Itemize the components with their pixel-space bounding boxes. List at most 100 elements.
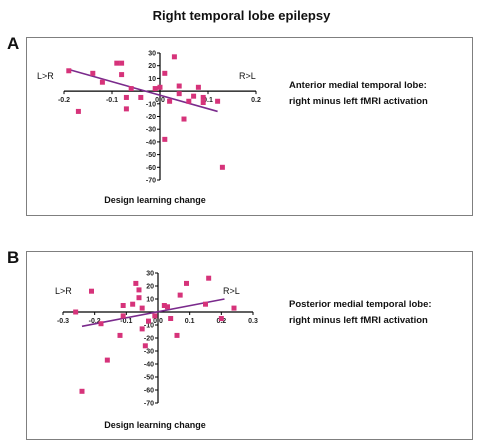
panel-a-data-point bbox=[176, 83, 182, 89]
panel-a-data-point bbox=[162, 70, 168, 76]
panel-b-x-tick-label: -0.1 bbox=[120, 318, 132, 325]
panel-b-data-point bbox=[136, 295, 142, 301]
panel-a-y-tick-label: 10 bbox=[148, 76, 156, 83]
panel-a-y-tick-label: -20 bbox=[146, 114, 156, 121]
panel-a-data-point bbox=[200, 94, 206, 100]
panel-b-points bbox=[73, 275, 237, 394]
panel-b-data-point bbox=[139, 326, 145, 332]
panel-a-data-point bbox=[215, 98, 221, 104]
panel-b-fit bbox=[81, 298, 225, 328]
panel-a-y-tick-label: -40 bbox=[146, 139, 156, 146]
panel-a-y-tick-label: 20 bbox=[148, 63, 156, 70]
panel-a-letter: A bbox=[7, 34, 20, 53]
panel-a-data-point bbox=[128, 86, 134, 92]
panel-a-data-point bbox=[119, 60, 125, 66]
panel-a-data-point bbox=[152, 86, 158, 92]
panel-b-letter: B bbox=[7, 248, 20, 267]
panel-b-data-point bbox=[133, 280, 139, 286]
panel-b-y-tick-label: 10 bbox=[146, 297, 154, 304]
panel-a-y-tick-label: -10 bbox=[146, 101, 156, 108]
figure-title: Right temporal lobe epilepsy bbox=[152, 8, 331, 23]
panel-b-data-point bbox=[168, 316, 174, 321]
panel-a-data-point bbox=[119, 72, 125, 78]
panel-a-data-point bbox=[123, 94, 129, 100]
panel-a-x-tick-label: 0.0 bbox=[155, 97, 165, 104]
panel-b-data-point bbox=[120, 303, 126, 308]
panel-a-data-point bbox=[171, 54, 177, 60]
panel-a-scatter-chart: -0.2 -0.1 0.0 0.1 0.2 30 20 10 -10 -20 -30 -40 -50 -6… bbox=[37, 51, 428, 206]
panel-b-data-point bbox=[152, 313, 158, 319]
panel-b-data-point bbox=[120, 313, 126, 319]
panel-b-y-tick-label: -70 bbox=[144, 401, 154, 408]
panel-a-left-label: L>R bbox=[37, 71, 54, 81]
panel-a-data-point bbox=[99, 79, 105, 85]
panel-b-y-tick-label: 30 bbox=[146, 271, 154, 278]
panel-b-x-tick-label: 0.0 bbox=[153, 318, 163, 325]
panel-a-data-point bbox=[66, 68, 72, 74]
panel-a-data-point bbox=[123, 106, 129, 112]
panel-a-x-tick-label: 0.1 bbox=[203, 97, 213, 104]
panel-b-y-tick-label: -40 bbox=[144, 362, 154, 369]
panel-b-data-point bbox=[161, 303, 167, 308]
panel-b-x-tick-label: 0.2 bbox=[216, 318, 226, 325]
panel-b-data-point bbox=[206, 275, 212, 281]
panel-a-data-point bbox=[114, 60, 120, 66]
panel-a-y-tick-label: -60 bbox=[146, 165, 156, 172]
panel-a-data-point bbox=[75, 108, 81, 114]
panel-a-x-tick-label: -0.1 bbox=[106, 97, 118, 104]
panel-a-data-point bbox=[162, 136, 168, 142]
panel-b-data-point bbox=[231, 305, 237, 311]
panel-a-data-point bbox=[181, 116, 187, 122]
panel-a-data-point bbox=[157, 84, 163, 90]
panel-a-data-point bbox=[186, 98, 192, 104]
panel-a-fit bbox=[68, 68, 218, 113]
panel-a-x-axis-title: Design learning change bbox=[104, 195, 206, 205]
panel-a-frame: -0.2 -0.1 0.0 0.1 0.2 30 20 10 -10 -20 -30 -40 -50 -6… bbox=[26, 37, 473, 216]
panel-a-x-tick-label: -0.2 bbox=[58, 97, 70, 104]
panel-b-data-point bbox=[89, 288, 94, 294]
panel-b-data-point bbox=[165, 304, 170, 310]
panel-a-right-label: R>L bbox=[239, 71, 256, 81]
panel-b-data-point bbox=[218, 316, 224, 321]
panel-b-y-tick-label: -30 bbox=[144, 349, 154, 356]
panel-b-y-tick-label: -10 bbox=[144, 323, 154, 330]
panel-a-data-point bbox=[167, 98, 173, 104]
panel-b-data-point bbox=[117, 332, 123, 338]
panel-b-x-axis-title: Design learning change bbox=[104, 420, 206, 430]
panel-a-points bbox=[66, 54, 225, 170]
panel-b-data-point bbox=[146, 318, 151, 324]
panel-a-ticks: -0.2 -0.1 0.0 0.1 0.2 30 20 10 -10 -20 -30 -40 -50 -6… bbox=[58, 51, 261, 185]
panel-a-data-point bbox=[176, 91, 182, 97]
panel-b-caption-line-2: right minus left fMRI activation bbox=[289, 315, 428, 326]
panel-b-regression-line bbox=[81, 298, 225, 328]
panel-a-data-point bbox=[138, 94, 144, 100]
panel-a-data-point bbox=[200, 100, 206, 106]
panel-b-data-point bbox=[104, 357, 110, 363]
panel-b-data-point bbox=[79, 388, 85, 394]
panel-b-data-point bbox=[142, 343, 148, 349]
panel-a-caption-line-1: Anterior medial temporal lobe: bbox=[289, 80, 427, 91]
panel-b-x-tick-label: -0.2 bbox=[89, 318, 101, 325]
panel-a-y-tick-label: 30 bbox=[148, 51, 156, 58]
panel-b-y-tick-label: -50 bbox=[144, 375, 154, 382]
panel-a-data-point bbox=[195, 84, 201, 90]
panel-b-data-point bbox=[184, 280, 189, 286]
panel-b-data-point bbox=[98, 321, 104, 327]
panel-b-data-point bbox=[174, 332, 180, 338]
panel-b-y-tick-label: 20 bbox=[146, 284, 154, 291]
panel-a-data-point bbox=[219, 164, 225, 170]
panel-b-y-tick-label: -20 bbox=[144, 336, 154, 343]
panel-a-caption-line-2: right minus left fMRI activation bbox=[289, 96, 428, 107]
panel-a-y-tick-label: -50 bbox=[146, 152, 156, 159]
panel-b-data-point bbox=[139, 305, 145, 311]
panel-b-x-tick-label: -0.3 bbox=[57, 318, 69, 325]
panel-b-scatter-chart: -0.3 -0.2 -0.1 0.0 0.1 0.2 0.3 30 20 10 -10 -20 -30 -… bbox=[55, 271, 432, 431]
panel-a-y-tick-label: -70 bbox=[146, 178, 156, 185]
panel-b-data-point bbox=[136, 287, 142, 293]
panel-a-y-tick-label: -30 bbox=[146, 127, 156, 134]
panel-b-x-tick-label: 0.3 bbox=[248, 318, 258, 325]
panel-a-data-point bbox=[90, 70, 96, 76]
panel-b-ticks: -0.3 -0.2 -0.1 0.0 0.1 0.2 0.3 30 20 10 -10 -20 -30 -… bbox=[57, 271, 258, 408]
panel-b-right-label: R>L bbox=[223, 286, 240, 296]
panel-b-data-point bbox=[203, 301, 208, 307]
